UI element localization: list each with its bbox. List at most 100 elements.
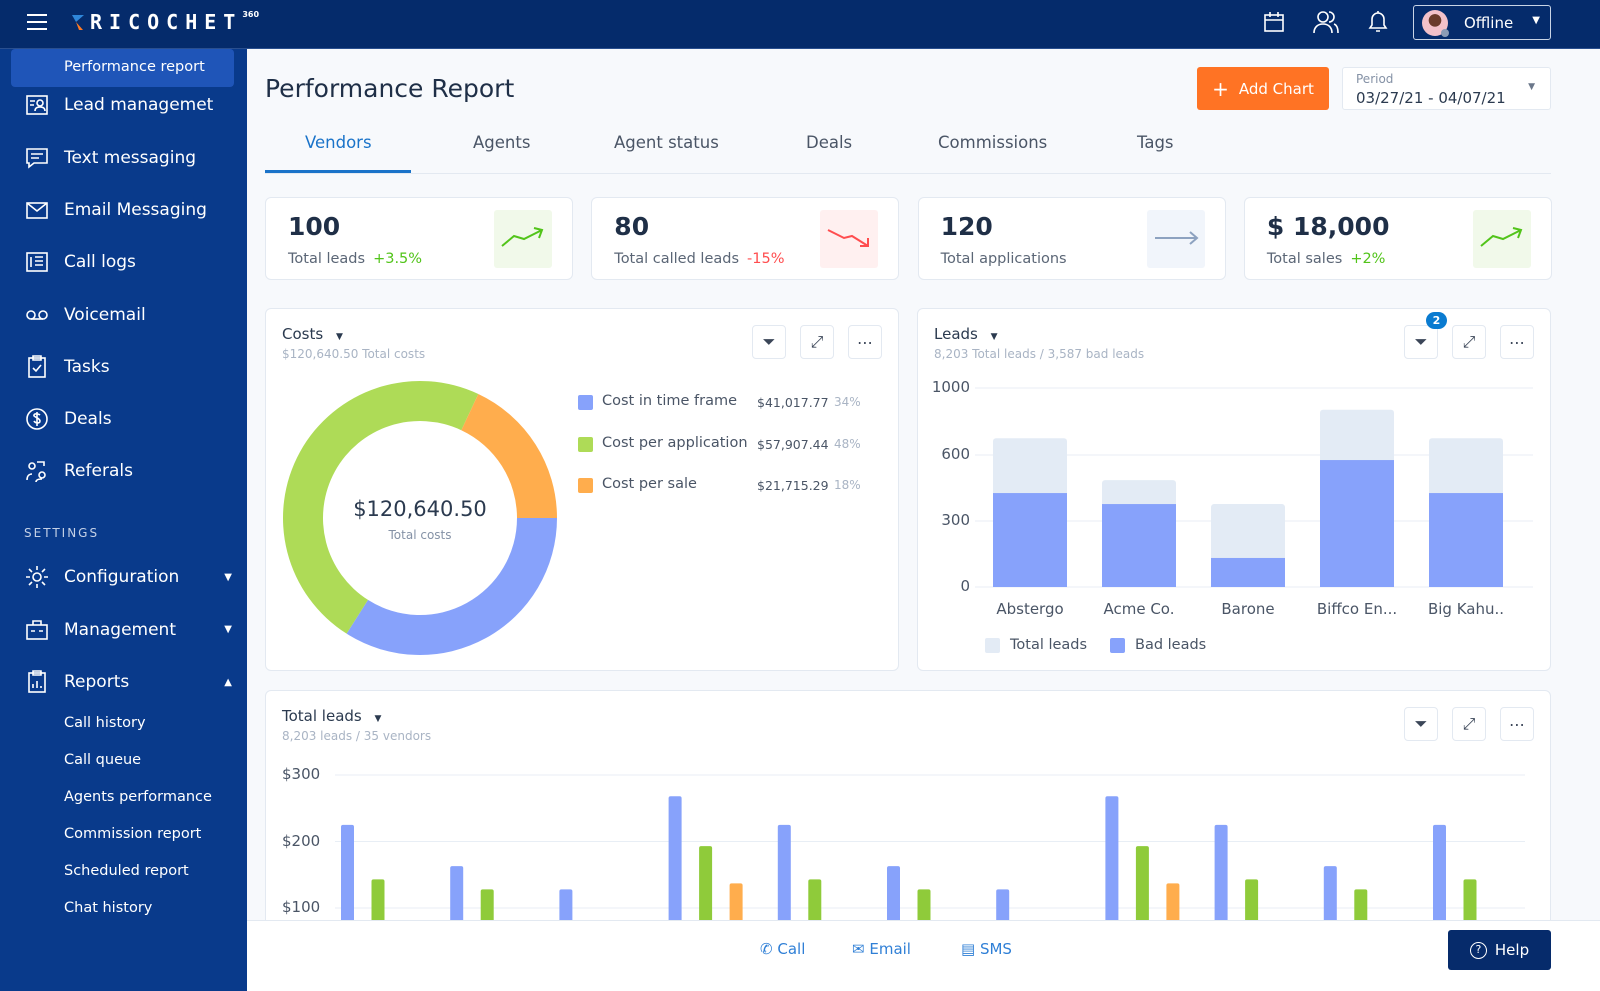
sidebar-item-tasks[interactable]: Tasks — [24, 352, 110, 382]
sidebar-item-reports[interactable]: Reports ▲ — [24, 667, 232, 697]
sidebar-subitem-scheduled-report[interactable]: Scheduled report — [64, 863, 189, 879]
sidebar-subitem-chat-history[interactable]: Chat history — [64, 900, 153, 916]
expand-icon: ⤢ — [1462, 332, 1476, 351]
period-select[interactable]: Period 03/27/21 - 04/07/21 ▼ — [1342, 67, 1551, 110]
kpi-change: -15% — [747, 251, 785, 267]
more-icon: ⋯ — [1509, 714, 1525, 734]
trend-up-icon — [1472, 210, 1531, 268]
legend-swatch — [985, 637, 1000, 653]
trend-flat-icon — [1146, 210, 1205, 268]
donut-slice[interactable] — [346, 518, 557, 655]
tab-deals[interactable]: Deals — [806, 133, 853, 152]
y-tick-label: $200 — [282, 831, 321, 850]
gear-icon — [26, 566, 48, 588]
tab-vendors[interactable]: Vendors — [305, 133, 372, 152]
donut-center-value: $120,640.50 — [353, 497, 487, 521]
total-leads-title-dropdown[interactable]: Total leads ▼ — [282, 707, 382, 725]
tab-commissions[interactable]: Commissions — [938, 133, 1048, 152]
expand-button[interactable]: ⤢ — [1452, 325, 1486, 359]
mail-icon: ✉ — [852, 940, 865, 958]
sidebar-item-deals[interactable]: Deals — [24, 404, 112, 434]
filter-button[interactable]: ⏷ — [1404, 707, 1438, 741]
bell-icon[interactable] — [1366, 9, 1390, 35]
lead-card-icon — [26, 95, 48, 116]
kpi-value: 80 — [614, 212, 650, 241]
expand-button[interactable]: ⤢ — [1452, 707, 1486, 741]
sidebar-item-email-messaging[interactable]: Email Messaging — [24, 195, 207, 225]
y-tick-label: $300 — [282, 765, 321, 783]
donut-slice[interactable] — [283, 381, 479, 634]
menu-icon[interactable] — [27, 14, 47, 30]
sidebar-item-voicemail[interactable]: Voicemail — [24, 300, 146, 330]
sidebar-item-management[interactable]: Management ▼ — [24, 615, 232, 645]
sidebar-item-call-logs[interactable]: Call logs — [24, 247, 136, 277]
expand-icon: ⤢ — [1462, 714, 1476, 733]
kpi-card: $ 18,000 Total sales +2% — [1243, 197, 1552, 280]
users-icon[interactable] — [1312, 9, 1340, 35]
chevron-up-icon: ▲ — [224, 676, 232, 688]
call-button[interactable]: ✆ Call — [760, 940, 806, 958]
tab-tags[interactable]: Tags — [1137, 133, 1174, 152]
kpi-value: 120 — [940, 212, 993, 241]
more-button[interactable]: ⋯ — [1500, 325, 1534, 359]
x-tick-label: Big Kahu.. — [1427, 600, 1505, 618]
x-tick-label: Biffco En... — [1316, 600, 1398, 618]
kpi-value: 100 — [288, 212, 341, 241]
add-chart-button[interactable]: + Add Chart — [1197, 67, 1329, 110]
more-button[interactable]: ⋯ — [1500, 707, 1534, 741]
filter-icon: ⏷ — [1414, 332, 1428, 351]
tab-agents[interactable]: Agents — [473, 133, 531, 152]
sidebar-subitem-call-history[interactable]: Call history — [64, 715, 146, 731]
sidebar-item-text-messaging[interactable]: Text messaging — [24, 143, 196, 173]
more-button[interactable]: ⋯ — [848, 325, 882, 359]
kpi-label: Total leads — [288, 251, 366, 267]
kpi-change: +3.5% — [373, 251, 423, 267]
expand-button[interactable]: ⤢ — [800, 325, 834, 359]
chat-icon — [26, 147, 48, 169]
sms-icon: ▤ — [961, 940, 976, 958]
costs-title-dropdown[interactable]: Costs ▼ — [282, 325, 343, 343]
chevron-down-icon: ▼ — [1528, 82, 1535, 92]
total-leads-subtitle: 8,203 leads / 35 vendors — [282, 729, 432, 743]
sms-button[interactable]: ▤ SMS — [961, 940, 1012, 958]
donut-center-label: Total costs — [388, 528, 452, 542]
sidebar-item-configuration[interactable]: Configuration ▼ — [24, 562, 232, 592]
chevron-down-icon: ▼ — [224, 571, 232, 583]
sidebar-subitem-performance-report[interactable]: Performance report — [11, 49, 234, 87]
sidebar-item-referals[interactable]: Referals — [24, 456, 133, 486]
kpi-card: 120 Total applications — [917, 197, 1226, 280]
leads-title-dropdown[interactable]: Leads ▼ — [934, 325, 998, 343]
filter-button[interactable]: ⏷ — [752, 325, 786, 359]
expand-icon: ⤢ — [810, 332, 824, 351]
sidebar-subitem-commission-report[interactable]: Commission report — [64, 826, 202, 842]
filter-button[interactable]: ⏷ — [1404, 325, 1438, 359]
mail-icon — [26, 202, 48, 219]
kpi-label: Total applications — [940, 251, 1067, 267]
costs-donut-chart — [283, 381, 557, 655]
calendar-icon[interactable] — [1262, 10, 1286, 34]
status-dropdown[interactable]: Offline ▼ — [1413, 5, 1551, 40]
legend-swatch — [578, 436, 593, 452]
plus-icon: + — [1212, 76, 1229, 101]
help-button[interactable]: ? Help — [1448, 930, 1551, 970]
sidebar-subitem-agents-performance[interactable]: Agents performance — [64, 789, 212, 805]
y-tick-label: 600 — [941, 445, 970, 463]
tab-agent-status[interactable]: Agent status — [614, 133, 719, 152]
tab-divider — [265, 173, 1551, 174]
y-tick-label: $100 — [282, 898, 321, 916]
legend-swatch — [1110, 637, 1125, 653]
logo-mark-icon — [72, 15, 84, 30]
filter-icon: ⏷ — [1414, 714, 1428, 733]
donut-slice[interactable] — [461, 394, 557, 518]
filter-icon: ⏷ — [762, 332, 776, 351]
y-tick-label: 1000 — [931, 378, 970, 396]
voicemail-icon — [26, 309, 48, 320]
phone-icon: ✆ — [760, 940, 773, 958]
sidebar-item-lead-managemet[interactable]: Lead managemet — [24, 90, 213, 120]
sidebar-subitem-call-queue[interactable]: Call queue — [64, 752, 142, 768]
kpi-value: $ 18,000 — [1266, 212, 1390, 241]
x-tick-label: Abstergo — [996, 600, 1064, 618]
email-button[interactable]: ✉ Email — [852, 940, 911, 958]
